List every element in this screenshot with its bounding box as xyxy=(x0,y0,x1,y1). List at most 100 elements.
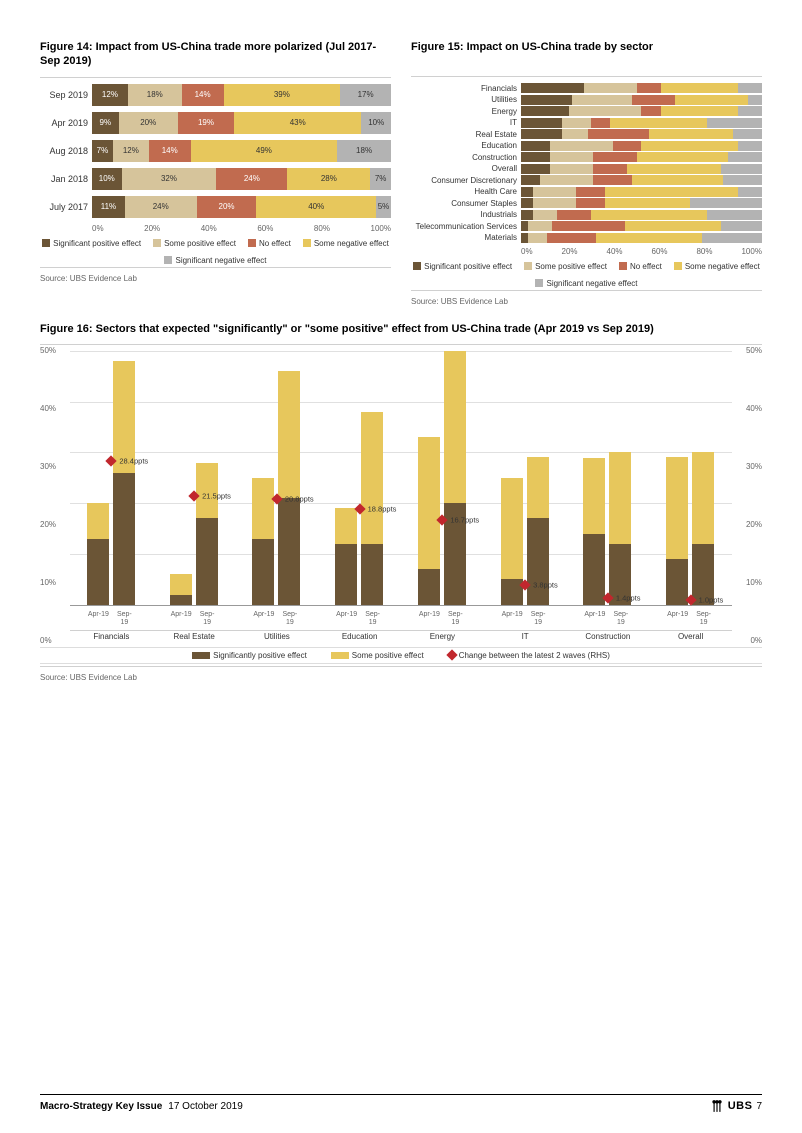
chart-row: Sep 201912%18%14%39%17% xyxy=(40,84,391,106)
legend-swatch xyxy=(674,262,682,270)
stacked-bar-v xyxy=(87,503,109,605)
stacked-bar: 10%32%24%28%7% xyxy=(92,168,391,190)
bar-segment xyxy=(521,152,550,162)
bar-segment xyxy=(666,559,688,605)
bar-segment xyxy=(627,164,721,174)
bar-segment: 7% xyxy=(370,168,391,190)
figure-14: Figure 14: Impact from US-China trade mo… xyxy=(40,40,391,306)
bar-segment xyxy=(521,175,540,185)
period-label: Apr-19 xyxy=(87,611,109,626)
bar-segment: 18% xyxy=(337,140,391,162)
figure-16-source: Source: UBS Evidence Lab xyxy=(40,673,762,682)
stacked-bar xyxy=(521,83,762,93)
bar-segment xyxy=(547,233,595,243)
bar-segment xyxy=(721,164,762,174)
period-label: Apr-19 xyxy=(501,611,523,626)
stacked-bar xyxy=(521,164,762,174)
y-tick-right: 30% xyxy=(746,462,762,471)
stacked-bar xyxy=(521,129,762,139)
chart-row: Telecommunication Services xyxy=(411,221,762,231)
stacked-bar xyxy=(521,221,762,231)
period-label: Sep-19 xyxy=(693,611,715,626)
bar-segment xyxy=(252,478,274,539)
axis-tick: 0% xyxy=(521,247,533,256)
bar-segment xyxy=(738,83,762,93)
y-tick-right: 0% xyxy=(750,636,762,645)
y-tick-left: 10% xyxy=(40,578,56,587)
legend-item: Some positive effect xyxy=(153,239,236,248)
stacked-bar-v xyxy=(666,457,688,604)
bar-segment: 7% xyxy=(92,140,113,162)
bar-segment: 18% xyxy=(128,84,182,106)
bar-segment: 19% xyxy=(178,112,234,134)
row-label: Construction xyxy=(411,153,521,162)
bar-segment xyxy=(605,198,689,208)
bar-segment xyxy=(707,210,762,220)
bar-segment xyxy=(591,118,610,128)
stacked-bar xyxy=(521,175,762,185)
row-label: Real Estate xyxy=(411,130,521,139)
legend-item: Significant positive effect xyxy=(413,262,512,271)
bar-group xyxy=(649,351,732,605)
bar-segment xyxy=(591,210,707,220)
chart-row: Aug 20187%12%14%49%18% xyxy=(40,140,391,162)
y-tick-left: 50% xyxy=(40,346,56,355)
chart-row: Real Estate xyxy=(411,129,762,139)
stacked-bar xyxy=(521,152,762,162)
bar-segment xyxy=(723,175,762,185)
chart-row: Financials xyxy=(411,83,762,93)
marker-label: 18.8ppts xyxy=(368,505,397,514)
bar-segment xyxy=(588,129,648,139)
bar-segment: 12% xyxy=(113,140,149,162)
bar-segment: 32% xyxy=(122,168,217,190)
bar-segment xyxy=(593,152,636,162)
period-label: Sep-19 xyxy=(113,611,135,626)
figure-15-chart: FinancialsUtilitiesEnergyITReal EstateEd… xyxy=(411,83,762,243)
bar-segment: 24% xyxy=(125,196,197,218)
legend-swatch xyxy=(164,256,172,264)
bar-segment xyxy=(527,518,549,604)
bar-segment xyxy=(721,221,762,231)
bar-group xyxy=(484,351,567,605)
legend-swatch xyxy=(619,262,627,270)
bar-segment xyxy=(738,106,762,116)
gridline xyxy=(70,605,732,606)
bar-segment xyxy=(728,152,762,162)
bar-segment xyxy=(521,106,569,116)
legend-swatch xyxy=(524,262,532,270)
y-tick-right: 40% xyxy=(746,404,762,413)
legend-item: Significantly positive effect xyxy=(192,651,307,660)
y-tick-left: 20% xyxy=(40,520,56,529)
figure-14-source: Source: UBS Evidence Lab xyxy=(40,274,391,283)
legend-label: Some negative effect xyxy=(314,239,389,248)
chart-row: Consumer Staples xyxy=(411,198,762,208)
stacked-bar-v xyxy=(609,452,631,604)
stacked-bar-v xyxy=(444,351,466,605)
legend-item: Some negative effect xyxy=(303,239,389,248)
figure-14-legend: Significant positive effectSome positive… xyxy=(40,239,391,265)
bar-segment: 14% xyxy=(182,84,224,106)
bar-segment xyxy=(625,221,721,231)
row-label: Financials xyxy=(411,84,521,93)
bar-segment xyxy=(748,95,762,105)
axis-tick: 40% xyxy=(607,247,623,256)
legend-label: Change between the latest 2 waves (RHS) xyxy=(459,651,610,660)
period-label: Apr-19 xyxy=(336,611,358,626)
bar-segment xyxy=(649,129,733,139)
bar-segment xyxy=(170,574,192,594)
category-label: Construction xyxy=(567,630,650,641)
legend-label: No effect xyxy=(630,262,662,271)
bar-segment xyxy=(632,95,675,105)
stacked-bar xyxy=(521,210,762,220)
legend-label: Significant positive effect xyxy=(424,262,512,271)
bar-segment xyxy=(170,595,192,605)
bar-segment xyxy=(596,233,702,243)
y-tick-left: 0% xyxy=(40,636,52,645)
bar-segment xyxy=(613,141,642,151)
bar-segment xyxy=(521,198,533,208)
chart-row: July 201711%24%20%40%5% xyxy=(40,196,391,218)
bar-segment xyxy=(533,198,576,208)
bar-segment xyxy=(418,569,440,605)
bar-segment xyxy=(583,534,605,605)
chart-row: Construction xyxy=(411,152,762,162)
